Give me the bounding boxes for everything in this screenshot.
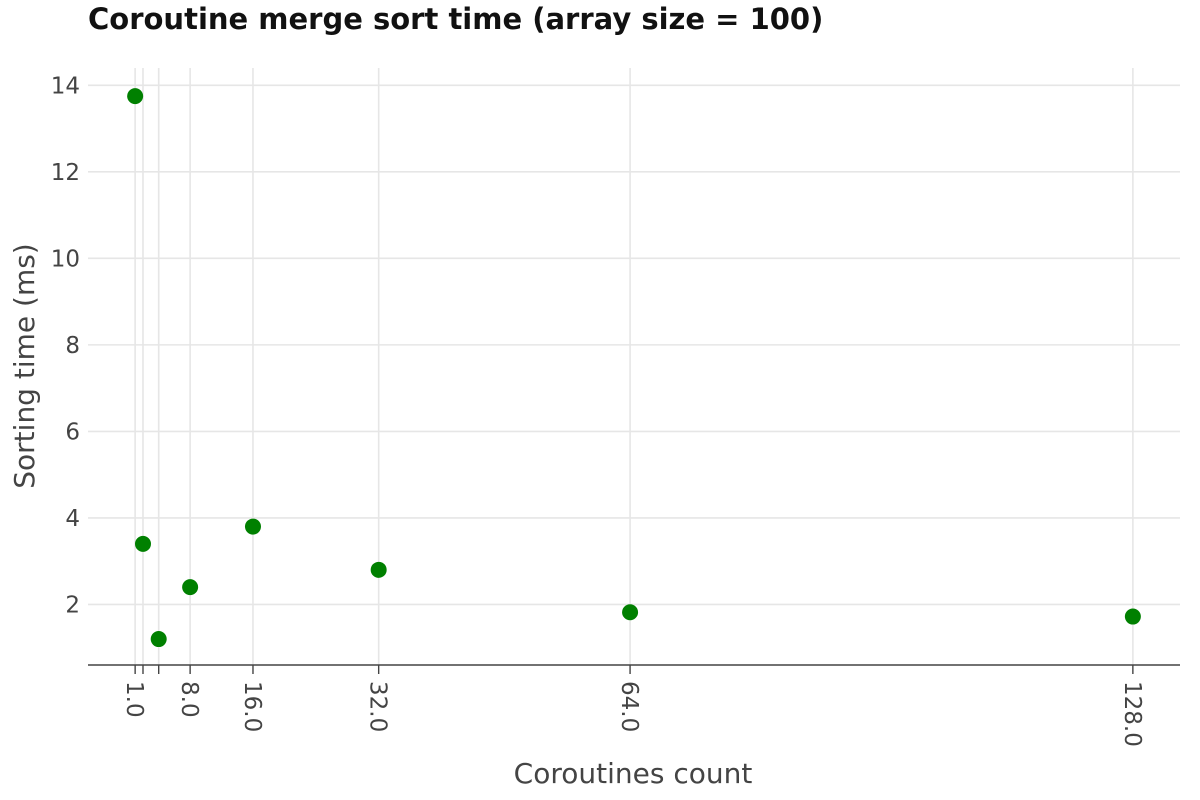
y-tick-label: 8 [65, 333, 80, 359]
data-point [622, 604, 639, 621]
grid-layer [88, 68, 1180, 665]
x-tick-label: 32.0 [365, 681, 391, 732]
data-point [150, 631, 167, 648]
y-tick-label: 4 [65, 506, 80, 532]
data-point [370, 561, 387, 578]
x-tick-label: 16.0 [239, 681, 265, 732]
y-tick-label: 14 [51, 73, 80, 99]
y-tick-label: 10 [51, 246, 80, 272]
data-points [127, 88, 1141, 648]
x-tick-label: 8.0 [176, 681, 202, 718]
x-axis-label: Coroutines count [514, 757, 753, 790]
y-tick-labels: 2 4 6 8 10 12 14 [51, 73, 80, 618]
x-tick-label: 64.0 [616, 681, 642, 732]
data-point [1124, 608, 1141, 625]
x-tick-labels: 1.0 8.0 16.0 32.0 64.0 128.0 [121, 665, 1145, 747]
data-point [127, 88, 144, 105]
y-tick-label: 12 [51, 160, 80, 186]
x-tick-label: 1.0 [121, 681, 147, 718]
data-point [244, 518, 261, 535]
data-point [134, 535, 151, 552]
y-axis-label: Sorting time (ms) [8, 243, 41, 488]
y-tick-label: 2 [65, 592, 80, 618]
data-point [182, 579, 199, 596]
chart-title: Coroutine merge sort time (array size = … [88, 2, 824, 36]
x-tick-label: 128.0 [1119, 681, 1145, 747]
y-tick-label: 6 [65, 419, 80, 445]
